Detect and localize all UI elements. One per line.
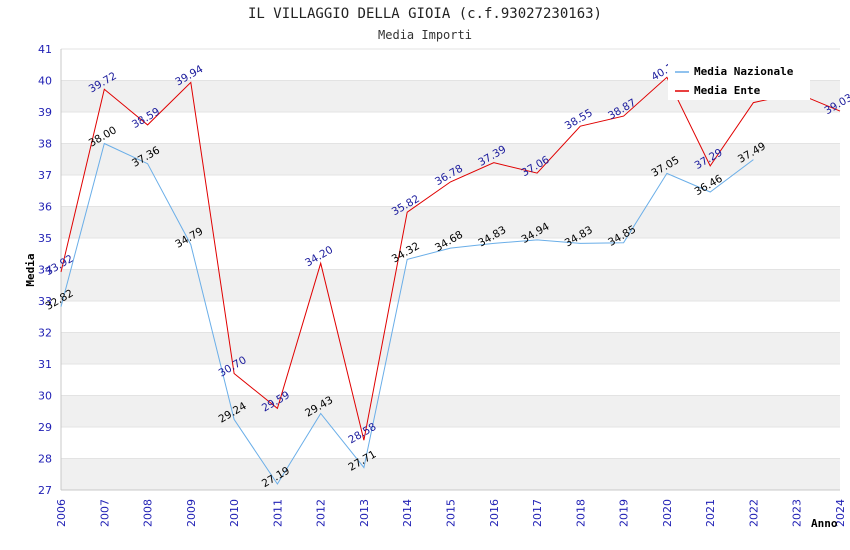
grid-bands [61, 49, 840, 490]
series-line-media-ente [60, 76, 841, 441]
x-tick-label: 2006 [55, 499, 68, 527]
y-tick-label: 36 [38, 201, 52, 214]
grid-band [61, 206, 840, 238]
y-tick-label: 35 [38, 232, 52, 245]
chart-subtitle: Media Importi [378, 28, 472, 42]
grid-band [61, 395, 840, 427]
y-tick-label: 39 [38, 106, 52, 119]
grid-band [61, 427, 840, 459]
y-tick-label: 27 [38, 484, 52, 497]
chart-title: IL VILLAGGIO DELLA GIOIA (c.f.9302723016… [248, 6, 602, 22]
y-tick-label: 34 [38, 264, 52, 277]
y-axis-label: Media [24, 253, 37, 286]
y-tick-label: 32 [38, 327, 52, 340]
y-tick-label: 29 [38, 421, 52, 434]
x-tick-label: 2008 [142, 499, 155, 527]
y-tick-label: 33 [38, 295, 52, 308]
y-tick-label: 37 [38, 169, 52, 182]
legend-label-media-nazionale: Media Nazionale [694, 65, 794, 78]
x-tick-label: 2020 [661, 499, 674, 527]
grid-band [61, 458, 840, 490]
x-tick-label: 2010 [228, 499, 241, 527]
y-axis-ticks: 27 28 29 30 31 32 33 34 35 36 37 38 39 40 41 [38, 43, 52, 497]
grid-band [61, 112, 840, 144]
x-tick-label: 2015 [445, 499, 458, 527]
y-tick-label: 41 [38, 43, 52, 56]
x-tick-label: 2019 [618, 499, 631, 527]
grid-band [61, 301, 840, 333]
grid-lines [61, 48, 840, 491]
x-tick-label: 2021 [704, 499, 717, 527]
y-tick-label: 38 [38, 138, 52, 151]
series-line-media-nazionale [60, 142, 754, 485]
legend-box [668, 60, 810, 100]
y-tick-label: 40 [38, 75, 52, 88]
y-tick-label: 30 [38, 390, 52, 403]
grid-band [61, 143, 840, 175]
x-tick-label: 2022 [747, 499, 760, 527]
x-tick-label: 2012 [315, 499, 328, 527]
x-tick-label: 2007 [98, 499, 111, 527]
legend: Media Nazionale Media Ente [668, 60, 810, 100]
x-tick-label: 2013 [358, 499, 371, 527]
y-tick-label: 28 [38, 453, 52, 466]
grid-band [61, 238, 840, 270]
x-tick-label: 2011 [271, 499, 284, 527]
x-tick-label: 2009 [185, 499, 198, 527]
grid-band [61, 175, 840, 207]
axes [60, 49, 840, 491]
x-axis-label: Anno [811, 517, 838, 530]
x-tick-label: 2017 [531, 499, 544, 527]
grid-band [61, 332, 840, 364]
y-tick-label: 31 [38, 358, 52, 371]
x-tick-label: 2014 [401, 499, 414, 527]
x-axis-ticks: 2006 2007 2008 2009 2010 2011 2012 2013 2014 2015… [55, 499, 847, 527]
legend-label-media-ente: Media Ente [694, 84, 761, 97]
x-tick-label: 2024 [834, 499, 847, 527]
grid-band [61, 364, 840, 396]
x-tick-label: 2023 [791, 499, 804, 527]
x-tick-label: 2018 [574, 499, 587, 527]
grid-band [61, 269, 840, 301]
series-lines [60, 76, 841, 485]
x-tick-label: 2016 [488, 499, 501, 527]
